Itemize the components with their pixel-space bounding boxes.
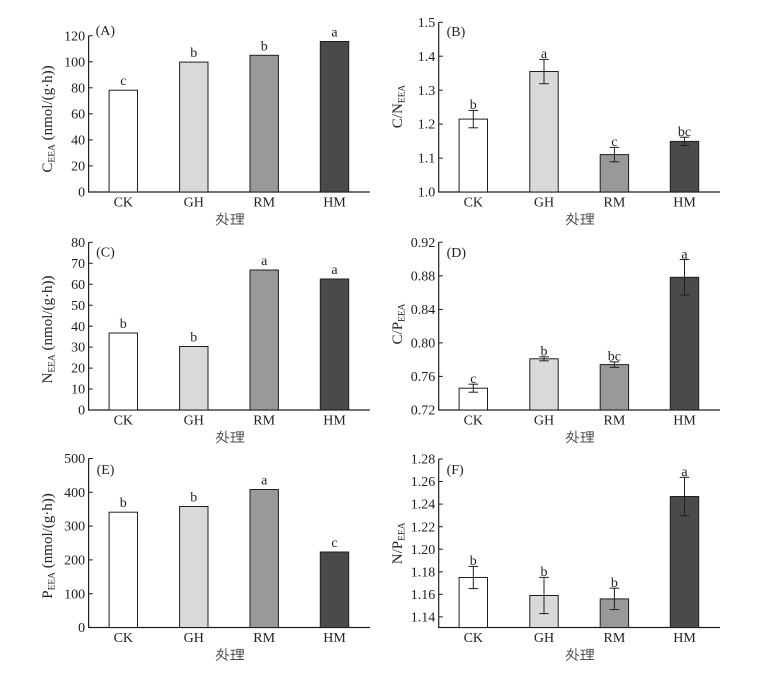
svg-text:HM: HM <box>673 196 696 211</box>
svg-text:1.2: 1.2 <box>418 118 436 133</box>
svg-text:b: b <box>541 345 548 360</box>
svg-text:c: c <box>120 74 126 89</box>
svg-text:20: 20 <box>71 362 85 377</box>
svg-text:400: 400 <box>64 486 85 501</box>
svg-text:1.5: 1.5 <box>418 16 436 31</box>
svg-text:(E): (E) <box>97 463 115 478</box>
svg-text:HM: HM <box>673 631 696 646</box>
svg-text:GH: GH <box>534 631 554 646</box>
svg-text:(A): (A) <box>96 24 116 39</box>
svg-text:500: 500 <box>64 452 85 467</box>
svg-text:1.1: 1.1 <box>418 152 436 167</box>
svg-text:(B): (B) <box>447 25 466 40</box>
svg-text:a: a <box>261 474 268 489</box>
svg-text:a: a <box>331 26 338 41</box>
svg-text:CK: CK <box>114 631 133 646</box>
svg-text:c: c <box>470 372 476 387</box>
svg-text:0.92: 0.92 <box>411 236 436 251</box>
svg-text:0.80: 0.80 <box>411 337 436 352</box>
svg-text:70: 70 <box>71 257 85 272</box>
svg-text:b: b <box>611 576 618 591</box>
svg-text:a: a <box>681 247 688 262</box>
svg-text:RM: RM <box>604 196 626 211</box>
svg-text:1.3: 1.3 <box>418 84 436 99</box>
svg-text:b: b <box>261 39 268 54</box>
svg-text:(F): (F) <box>447 463 464 478</box>
svg-text:RM: RM <box>604 631 626 646</box>
svg-text:0.76: 0.76 <box>411 370 436 385</box>
svg-text:120: 120 <box>64 29 85 44</box>
svg-text:1.20: 1.20 <box>411 543 436 558</box>
svg-text:1.22: 1.22 <box>411 520 436 535</box>
svg-text:1.24: 1.24 <box>411 498 436 513</box>
svg-text:c: c <box>611 135 617 150</box>
svg-text:80: 80 <box>71 81 85 96</box>
svg-text:HM: HM <box>323 414 346 429</box>
svg-text:GH: GH <box>534 414 554 429</box>
svg-text:0.84: 0.84 <box>411 303 436 318</box>
svg-text:300: 300 <box>64 520 85 535</box>
svg-text:CK: CK <box>114 414 133 429</box>
svg-text:100: 100 <box>64 55 85 70</box>
svg-text:40: 40 <box>71 134 85 149</box>
svg-text:b: b <box>190 46 197 61</box>
svg-text:HM: HM <box>323 631 346 646</box>
svg-text:RM: RM <box>604 414 626 429</box>
svg-text:1.28: 1.28 <box>411 453 436 468</box>
svg-text:CK: CK <box>464 414 483 429</box>
svg-text:b: b <box>190 491 197 506</box>
svg-text:a: a <box>681 465 688 480</box>
svg-text:GH: GH <box>534 196 554 211</box>
svg-text:40: 40 <box>71 320 85 335</box>
svg-text:CK: CK <box>114 196 133 211</box>
svg-text:GH: GH <box>184 196 204 211</box>
svg-text:0.88: 0.88 <box>411 269 436 284</box>
svg-text:50: 50 <box>71 299 85 314</box>
svg-text:10: 10 <box>71 383 85 398</box>
svg-text:a: a <box>541 47 548 62</box>
svg-text:RM: RM <box>253 414 275 429</box>
svg-text:HM: HM <box>323 196 346 211</box>
svg-text:GH: GH <box>184 631 204 646</box>
svg-text:b: b <box>120 496 127 511</box>
svg-text:0: 0 <box>78 404 85 419</box>
svg-text:b: b <box>541 565 548 580</box>
svg-text:80: 80 <box>71 236 85 251</box>
svg-text:b: b <box>120 317 127 332</box>
svg-text:100: 100 <box>64 587 85 602</box>
svg-text:1.18: 1.18 <box>411 565 436 580</box>
svg-text:0: 0 <box>78 621 85 636</box>
svg-text:RM: RM <box>253 196 275 211</box>
svg-text:a: a <box>331 263 338 278</box>
svg-text:bc: bc <box>678 125 691 140</box>
svg-text:PEEA (nmol/(g·h)): PEEA (nmol/(g·h)) <box>40 493 58 599</box>
svg-text:CK: CK <box>464 196 483 211</box>
svg-text:(C): (C) <box>96 245 115 260</box>
svg-text:1.4: 1.4 <box>418 50 436 65</box>
svg-text:0: 0 <box>78 186 85 201</box>
svg-text:bc: bc <box>608 350 621 365</box>
svg-text:30: 30 <box>71 341 85 356</box>
svg-text:RM: RM <box>253 631 275 646</box>
svg-text:1.0: 1.0 <box>418 186 436 201</box>
svg-text:c: c <box>331 536 337 551</box>
svg-text:0.72: 0.72 <box>411 404 436 419</box>
svg-text:a: a <box>261 254 268 269</box>
svg-text:b: b <box>470 554 477 569</box>
svg-text:CK: CK <box>464 631 483 646</box>
svg-text:GH: GH <box>184 414 204 429</box>
svg-text:HM: HM <box>673 414 696 429</box>
svg-text:b: b <box>470 98 477 113</box>
svg-text:1.26: 1.26 <box>411 475 436 490</box>
svg-text:1.14: 1.14 <box>411 611 436 626</box>
svg-text:b: b <box>190 331 197 346</box>
svg-text:200: 200 <box>64 554 85 569</box>
svg-text:(D): (D) <box>447 246 467 261</box>
svg-text:20: 20 <box>71 160 85 175</box>
svg-text:60: 60 <box>71 278 85 293</box>
svg-text:60: 60 <box>71 107 85 122</box>
svg-text:1.16: 1.16 <box>411 588 436 603</box>
